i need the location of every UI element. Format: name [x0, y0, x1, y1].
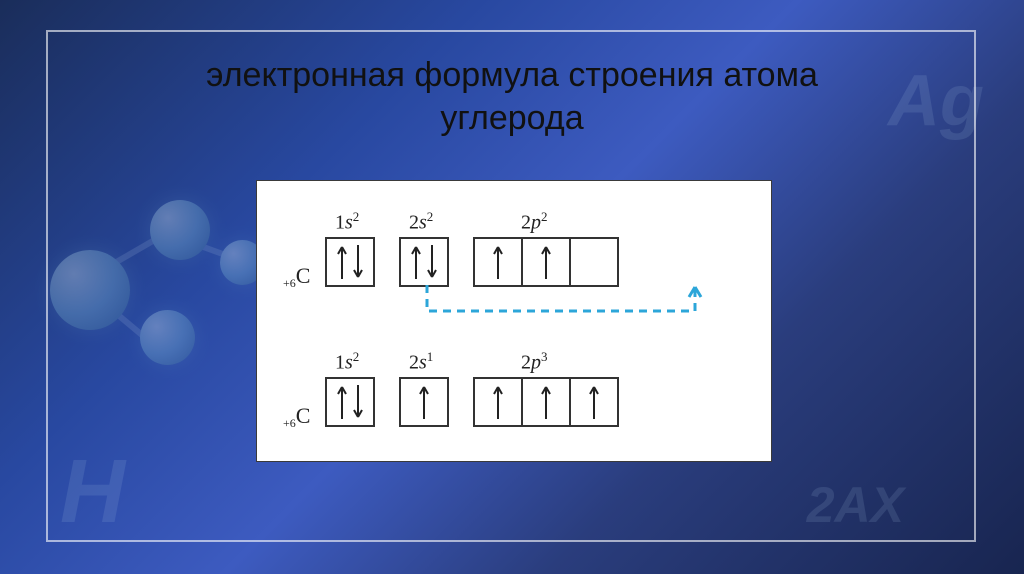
- orbital-box: [399, 377, 449, 427]
- element-label-row1: +6C: [283, 263, 310, 289]
- electron-up-icon: [588, 383, 600, 421]
- orbital-row-ground: 1s2 2s2 2p2: [325, 209, 619, 287]
- electron-up-icon: [410, 243, 422, 281]
- electron-up-icon: [336, 383, 348, 421]
- orbital-2p-excited: 2p3: [473, 349, 619, 427]
- orbital-1s-excited: 1s2: [325, 349, 375, 427]
- orbital-row-excited: 1s2 2s1 2p3: [325, 349, 619, 427]
- electron-down-icon: [352, 383, 364, 421]
- element-label-row2: +6C: [283, 403, 310, 429]
- orbital-box: [325, 237, 375, 287]
- electron-up-icon: [336, 243, 348, 281]
- orbital-box: [521, 237, 571, 287]
- electron-up-icon: [492, 243, 504, 281]
- orbital-box: [521, 377, 571, 427]
- orbital-box: [399, 237, 449, 287]
- orbital-2p-ground: 2p2: [473, 209, 619, 287]
- electron-down-icon: [352, 243, 364, 281]
- orbital-box: [473, 377, 523, 427]
- orbital-box: [473, 237, 523, 287]
- electron-down-icon: [426, 243, 438, 281]
- orbital-1s-ground: 1s2: [325, 209, 375, 287]
- promotion-arrow: [417, 281, 717, 331]
- orbital-box-empty: [569, 237, 619, 287]
- electron-up-icon: [540, 243, 552, 281]
- orbital-box: [325, 377, 375, 427]
- orbital-box: [569, 377, 619, 427]
- page-title: электронная формула строения атома углер…: [132, 54, 892, 139]
- electron-up-icon: [540, 383, 552, 421]
- electron-up-icon: [418, 383, 430, 421]
- orbital-2s-excited: 2s1: [399, 349, 449, 427]
- orbital-2s-ground: 2s2: [399, 209, 449, 287]
- orbital-diagram: +6C 1s2 2s2 2p2: [256, 180, 772, 462]
- electron-up-icon: [492, 383, 504, 421]
